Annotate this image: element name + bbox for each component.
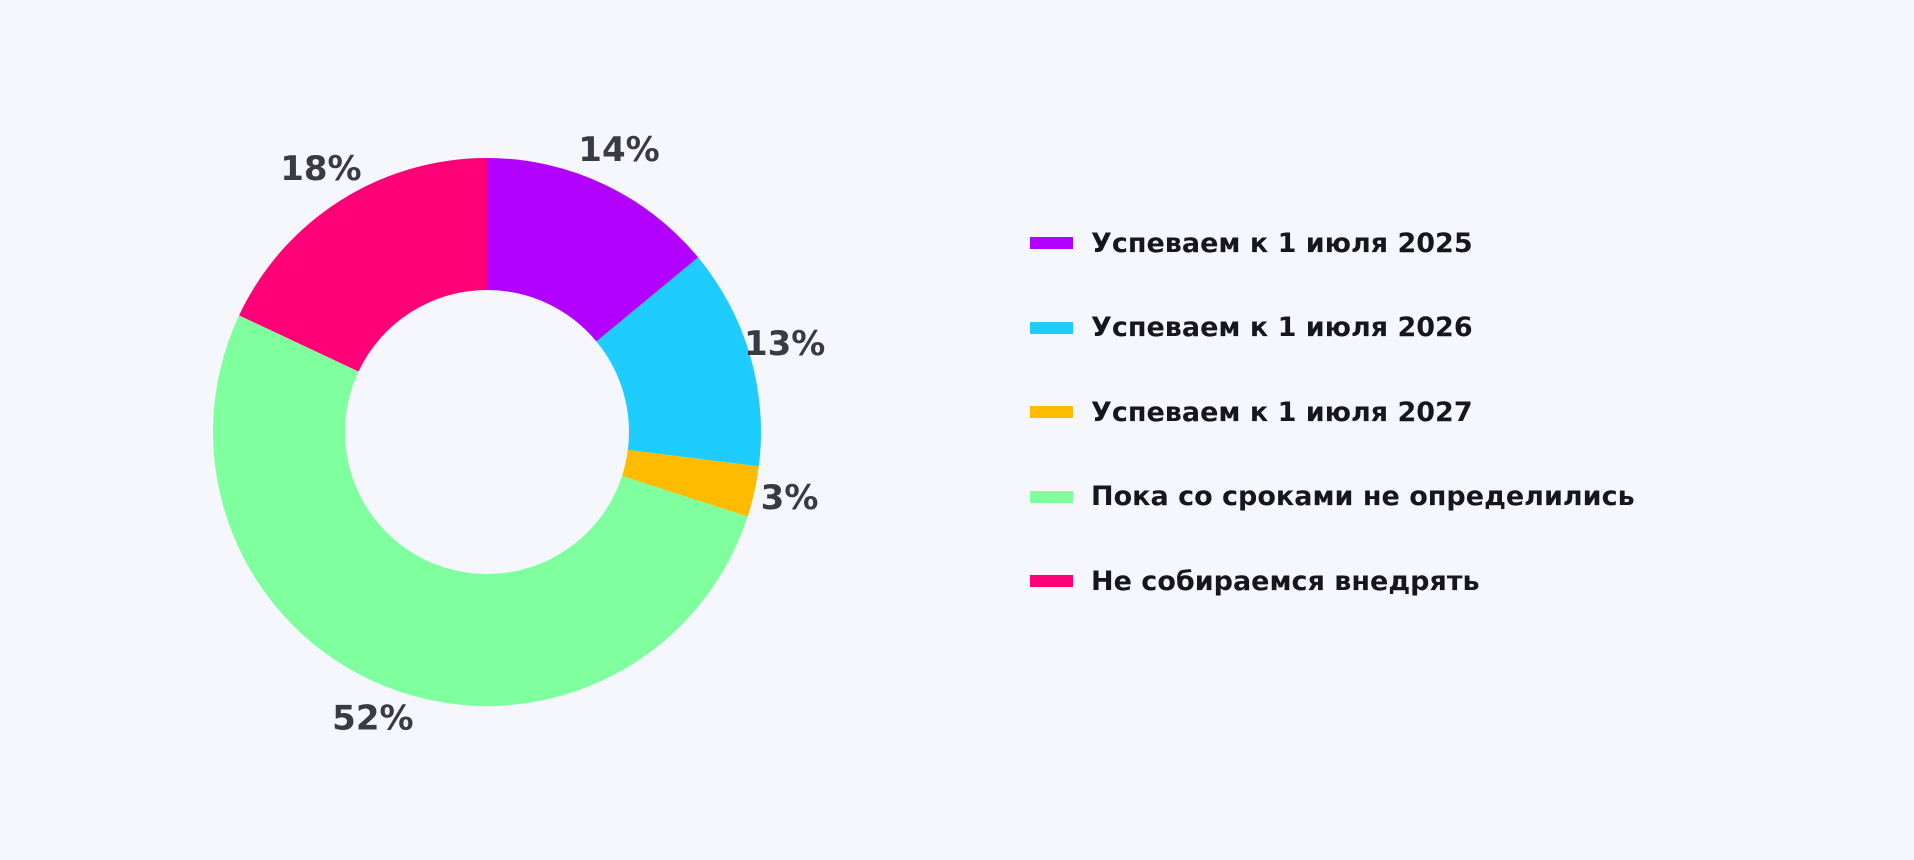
- slice-label-group: 14% 13% 3% 52% 18%: [280, 130, 825, 739]
- legend-item: Успеваем к 1 июля 2026: [1030, 307, 1635, 349]
- donut-slice: [622, 449, 759, 517]
- legend-label: Успеваем к 1 июля 2025: [1091, 227, 1473, 259]
- legend-swatch: [1030, 237, 1073, 249]
- legend-swatch: [1030, 321, 1073, 334]
- legend: Успеваем к 1 июля 2025 Успеваем к 1 июля…: [1030, 222, 1635, 645]
- legend-label: Успеваем к 1 июля 2027: [1091, 396, 1473, 428]
- legend-item: Успеваем к 1 июля 2025: [1030, 222, 1635, 264]
- slice-value-label: 52%: [332, 699, 413, 739]
- legend-label: Пока со сроками не определились: [1091, 481, 1635, 512]
- legend-swatch: [1030, 575, 1073, 587]
- slice-value-label: 18%: [280, 149, 361, 189]
- legend-item: Успеваем к 1 июля 2027: [1030, 391, 1635, 433]
- legend-label: Не собираемся внедрять: [1091, 565, 1480, 597]
- donut-slice: [213, 315, 748, 706]
- slice-value-label: 3%: [761, 478, 819, 518]
- donut-slice: [239, 158, 487, 372]
- legend-swatch: [1030, 406, 1073, 418]
- legend-item: Пока со сроками не определились: [1030, 476, 1635, 518]
- legend-item: Не собираемся внедрять: [1030, 560, 1635, 602]
- donut-slice: [487, 158, 699, 342]
- donut-slice: [596, 257, 761, 467]
- legend-label: Успеваем к 1 июля 2026: [1091, 312, 1473, 343]
- slice-value-label: 14%: [578, 130, 659, 170]
- slice-value-label: 13%: [744, 324, 825, 364]
- legend-swatch: [1030, 490, 1073, 503]
- slice-group: [213, 158, 761, 706]
